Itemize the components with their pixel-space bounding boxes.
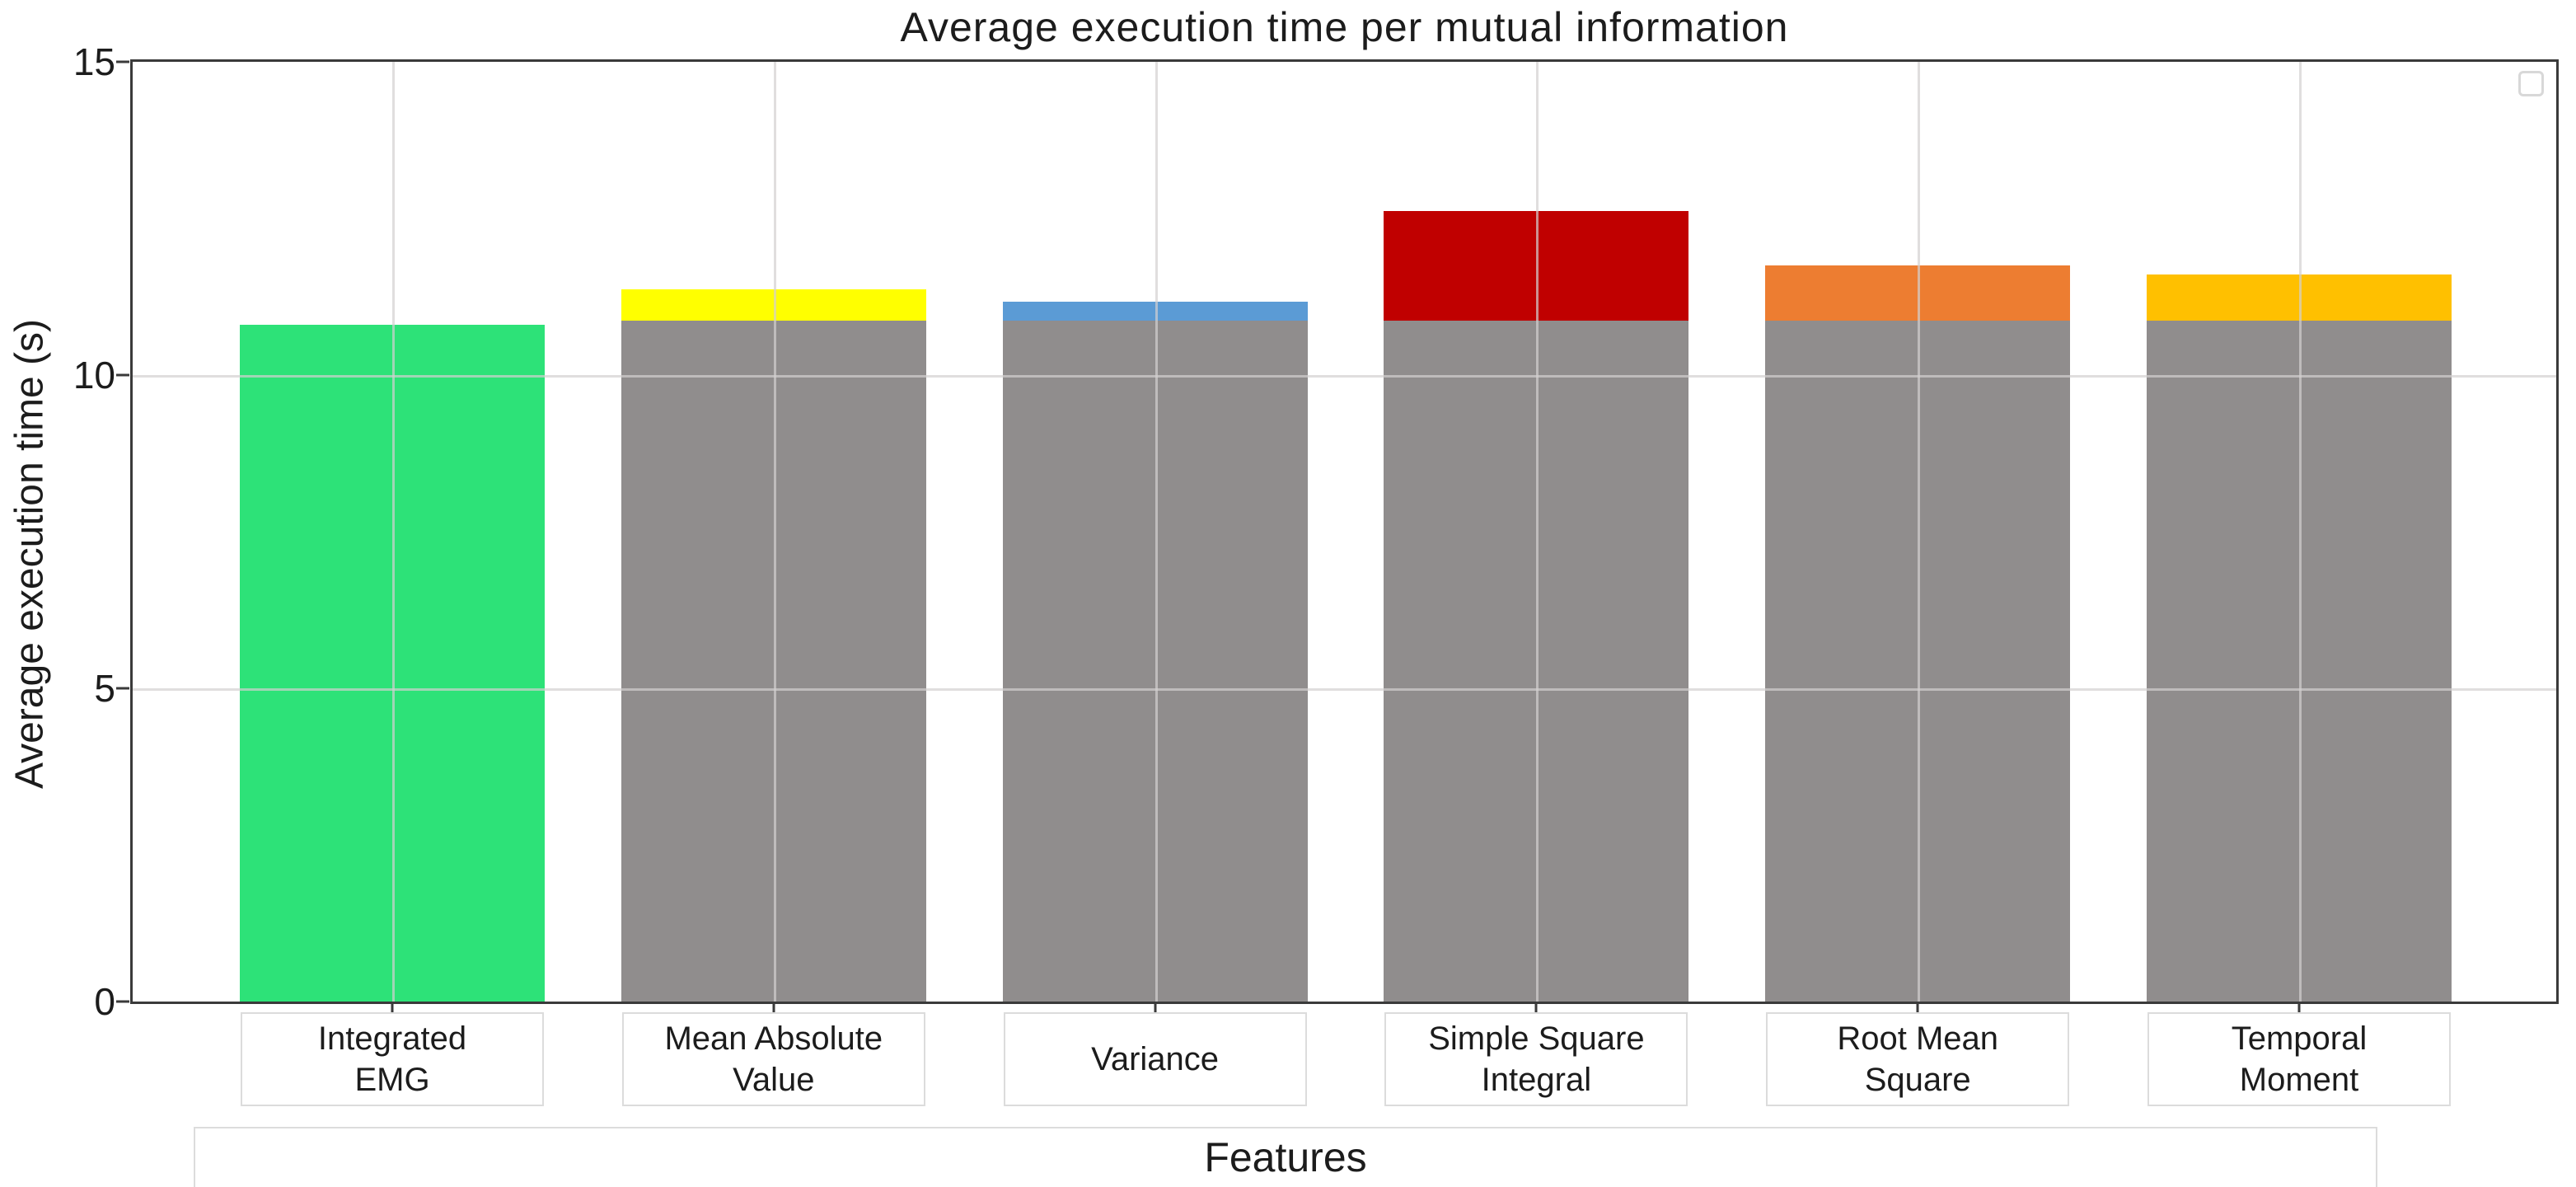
gridline-vertical-6	[2299, 62, 2302, 1002]
y-tick-mark-0	[116, 1000, 129, 1003]
gridline-vertical-3	[1155, 62, 1158, 1002]
x-tick-mark-2	[772, 1004, 775, 1017]
x-axis-label: Features	[1204, 1134, 1367, 1180]
x-tick-mark-3	[1154, 1004, 1157, 1017]
x-tick-label-line: Moment	[2239, 1062, 2359, 1098]
x-tick-label-line: Value	[733, 1062, 815, 1098]
x-tick-label-line: Simple Square	[1428, 1020, 1645, 1057]
gridline-horizontal-5	[133, 688, 2556, 691]
x-tick-label-box-simple-square-integral: Simple Square Integral	[1384, 1012, 1688, 1106]
plot-area	[130, 59, 2559, 1004]
y-tick-mark-15	[116, 60, 129, 63]
y-tick-mark-10	[116, 373, 129, 377]
gridline-vertical-1	[392, 62, 395, 1002]
y-tick-label-15: 15	[73, 40, 115, 83]
chart-title: Average execution time per mutual inform…	[900, 4, 1789, 50]
x-tick-label-line: Square	[1864, 1062, 1971, 1098]
x-tick-mark-5	[1916, 1004, 1919, 1017]
y-tick-label-5: 5	[94, 667, 115, 710]
x-tick-label-box-mean-absolute-value: Mean Absolute Value	[621, 1012, 925, 1106]
x-tick-mark-1	[391, 1004, 394, 1017]
x-tick-label-box-temporal-moment: Temporal Moment	[2147, 1012, 2451, 1106]
x-tick-label-line: Integral	[1481, 1062, 1592, 1098]
y-tick-label-0: 0	[94, 980, 115, 1023]
y-tick-label-10: 10	[73, 354, 115, 396]
x-tick-label-line: Temporal	[2231, 1020, 2368, 1057]
gridline-vertical-4	[1536, 62, 1539, 1002]
x-tick-mark-4	[1534, 1004, 1538, 1017]
x-tick-label-box-variance: Variance	[1003, 1012, 1307, 1106]
x-tick-label-line: Variance	[1091, 1041, 1220, 1077]
x-tick-label-box-root-mean-square: Root Mean Square	[1766, 1012, 2070, 1106]
x-tick-mark-6	[2297, 1004, 2301, 1017]
x-tick-label-line: EMG	[354, 1062, 430, 1098]
x-tick-label-line: Integrated	[317, 1020, 467, 1057]
x-tick-label-line: Mean Absolute	[664, 1020, 883, 1057]
x-tick-label-line: Root Mean	[1837, 1020, 1999, 1057]
gridline-vertical-2	[773, 62, 776, 1002]
gridline-horizontal-10	[133, 375, 2556, 378]
y-tick-mark-5	[116, 687, 129, 690]
x-axis-label-box: Features	[194, 1127, 2377, 1187]
y-axis-label: Average execution time (s)	[7, 318, 52, 790]
x-tick-label-box-integrated-emg: Integrated EMG	[241, 1012, 544, 1106]
gridline-vertical-5	[1918, 62, 1921, 1002]
legend-box	[2518, 71, 2544, 96]
